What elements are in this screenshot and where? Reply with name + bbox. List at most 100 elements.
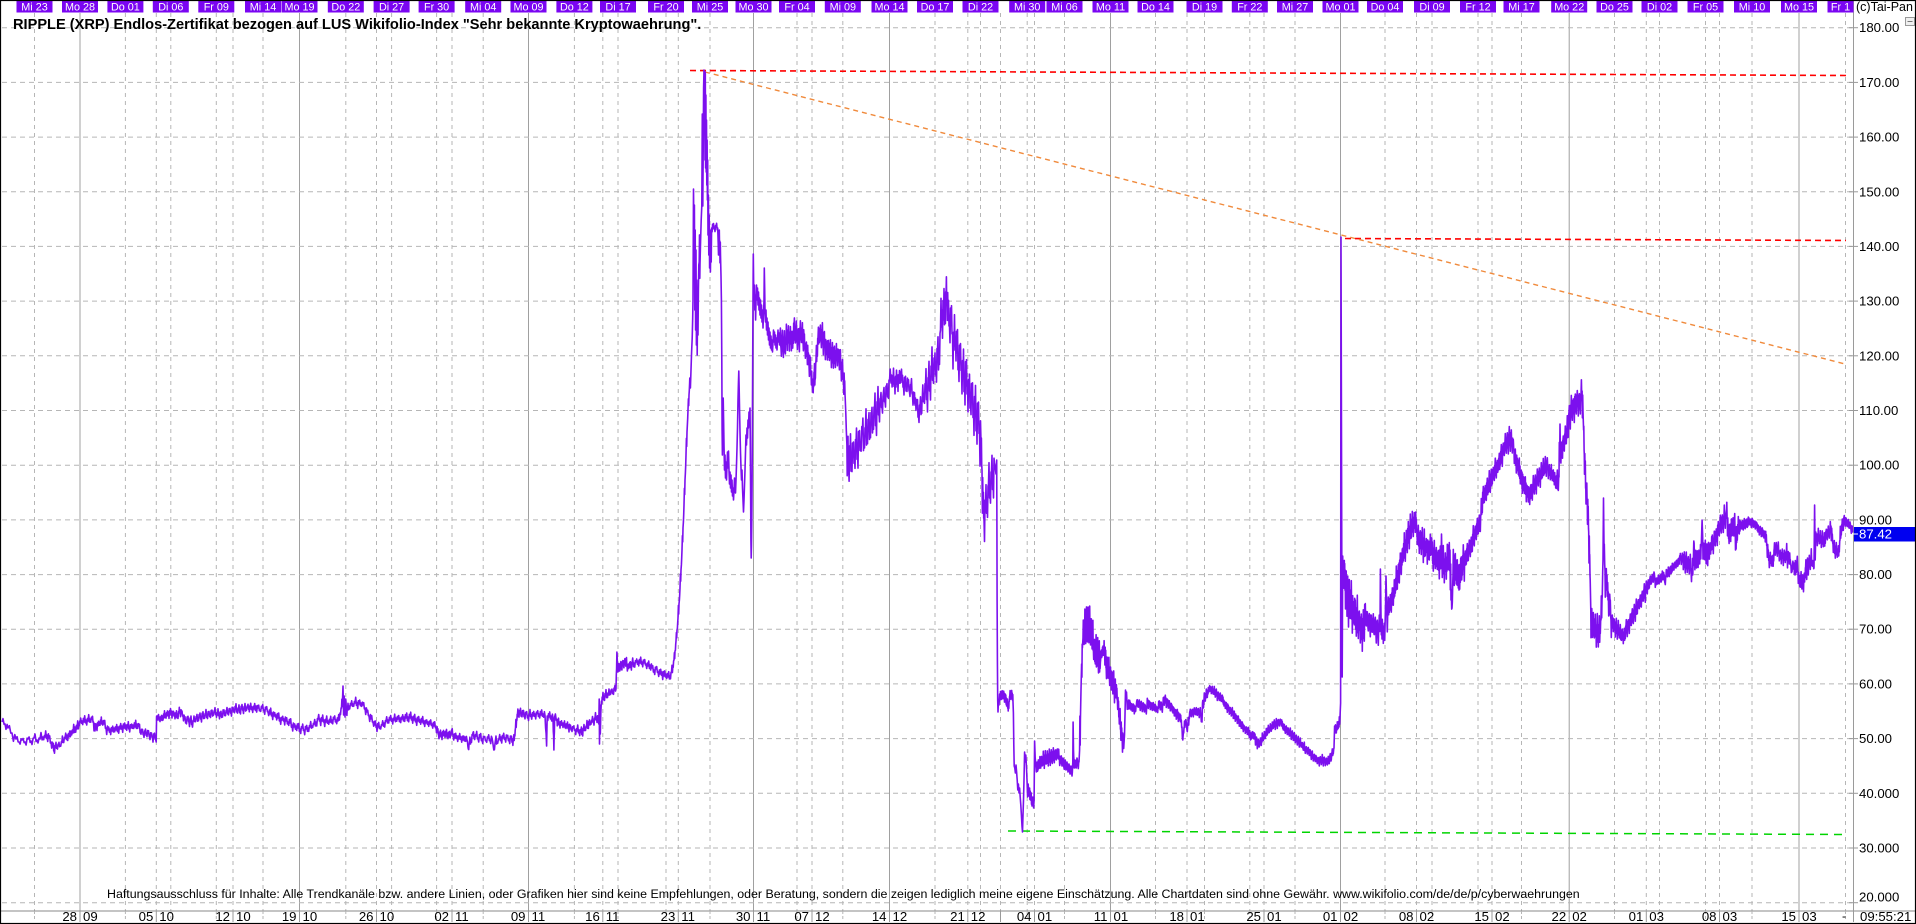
svg-text:150.00: 150.00 xyxy=(1859,184,1899,199)
svg-text:30.000: 30.000 xyxy=(1859,841,1899,856)
svg-text:Do 17: Do 17 xyxy=(921,1,950,13)
svg-text:80.00: 80.00 xyxy=(1859,567,1892,582)
svg-text:170.00: 170.00 xyxy=(1859,75,1899,90)
svg-text:Di 17: Di 17 xyxy=(605,1,630,13)
svg-text:Do 04: Do 04 xyxy=(1371,1,1400,13)
svg-text:Fr 05: Fr 05 xyxy=(1693,1,1718,13)
svg-text:Di 02: Di 02 xyxy=(1647,1,1672,13)
svg-text:40.000: 40.000 xyxy=(1859,786,1899,801)
svg-text:05: 05 xyxy=(139,909,154,924)
svg-text:Do 12: Do 12 xyxy=(560,1,589,13)
svg-text:01: 01 xyxy=(1114,909,1129,924)
svg-text:22: 22 xyxy=(1552,909,1567,924)
svg-text:09: 09 xyxy=(83,909,98,924)
svg-text:23: 23 xyxy=(661,909,676,924)
svg-text:Mo 15: Mo 15 xyxy=(1784,1,1814,13)
svg-text:Mi 30: Mi 30 xyxy=(1014,1,1040,13)
svg-text:02: 02 xyxy=(434,909,449,924)
svg-text:Fr 1: Fr 1 xyxy=(1831,1,1850,13)
svg-text:50.00: 50.00 xyxy=(1859,731,1892,746)
svg-text:02: 02 xyxy=(1572,909,1587,924)
svg-text:Do 14: Do 14 xyxy=(1141,1,1170,13)
svg-text:110.00: 110.00 xyxy=(1859,403,1898,418)
svg-text:Di 06: Di 06 xyxy=(158,1,183,13)
svg-text:Mi 10: Mi 10 xyxy=(1739,1,1765,13)
svg-text:08: 08 xyxy=(1399,909,1414,924)
svg-text:Do 01: Do 01 xyxy=(111,1,140,13)
svg-text:11: 11 xyxy=(757,909,771,924)
svg-text:12: 12 xyxy=(215,909,230,924)
svg-text:30: 30 xyxy=(736,909,751,924)
svg-text:Mi 04: Mi 04 xyxy=(470,1,496,13)
svg-text:Mi 14: Mi 14 xyxy=(250,1,276,13)
svg-text:11: 11 xyxy=(1094,909,1108,924)
svg-text:09: 09 xyxy=(511,909,526,924)
svg-text:90.00: 90.00 xyxy=(1859,512,1892,527)
svg-text:11: 11 xyxy=(606,909,620,924)
svg-text:180.00: 180.00 xyxy=(1859,20,1899,35)
svg-text:60.00: 60.00 xyxy=(1859,676,1892,691)
svg-text:Haftungsausschluss für Inhalte: Haftungsausschluss für Inhalte: Alle Tre… xyxy=(107,887,1580,901)
svg-text:03: 03 xyxy=(1802,909,1817,924)
svg-text:12: 12 xyxy=(815,909,830,924)
svg-text:Fr 30: Fr 30 xyxy=(424,1,449,13)
svg-text:Fr 22: Fr 22 xyxy=(1237,1,1262,13)
svg-text:21: 21 xyxy=(950,909,965,924)
svg-text:07: 07 xyxy=(794,909,809,924)
svg-text:Mo 01: Mo 01 xyxy=(1325,1,1355,13)
svg-text:16: 16 xyxy=(585,909,600,924)
svg-text:04: 04 xyxy=(1017,909,1032,924)
svg-text:01: 01 xyxy=(1323,909,1338,924)
svg-text:Di 27: Di 27 xyxy=(379,1,404,13)
svg-text:100.00: 100.00 xyxy=(1859,458,1899,473)
svg-text:02: 02 xyxy=(1344,909,1359,924)
svg-text:Mo 19: Mo 19 xyxy=(284,1,314,13)
svg-text:140.00: 140.00 xyxy=(1859,239,1899,254)
svg-text:11: 11 xyxy=(532,909,546,924)
svg-text:28: 28 xyxy=(62,909,77,924)
svg-text:Mo 30: Mo 30 xyxy=(738,1,768,13)
svg-text:Mi 06: Mi 06 xyxy=(1051,1,1077,13)
svg-text:10: 10 xyxy=(236,909,251,924)
svg-text:01: 01 xyxy=(1038,909,1053,924)
svg-text:01: 01 xyxy=(1190,909,1205,924)
svg-text:14: 14 xyxy=(872,909,887,924)
svg-text:130.00: 130.00 xyxy=(1859,294,1899,309)
svg-text:18: 18 xyxy=(1169,909,1184,924)
svg-text:87.42: 87.42 xyxy=(1859,527,1892,542)
svg-text:Di 22: Di 22 xyxy=(968,1,993,13)
svg-text:10: 10 xyxy=(159,909,174,924)
svg-text:09:55:21: 09:55:21 xyxy=(1860,909,1911,924)
svg-text:10: 10 xyxy=(303,909,318,924)
svg-text:19: 19 xyxy=(282,909,297,924)
svg-text:20.000: 20.000 xyxy=(1859,890,1899,905)
svg-text:02: 02 xyxy=(1495,909,1510,924)
svg-text:Fr 12: Fr 12 xyxy=(1465,1,1490,13)
svg-text:Mi 27: Mi 27 xyxy=(1282,1,1308,13)
svg-text:25: 25 xyxy=(1246,909,1261,924)
svg-text:03: 03 xyxy=(1723,909,1738,924)
svg-text:02: 02 xyxy=(1420,909,1435,924)
svg-text:160.00: 160.00 xyxy=(1859,130,1899,145)
svg-text:15: 15 xyxy=(1781,909,1796,924)
svg-text:Fr 20: Fr 20 xyxy=(653,1,678,13)
svg-text:Do 25: Do 25 xyxy=(1600,1,1629,13)
svg-text:11: 11 xyxy=(681,909,695,924)
svg-text:Mo 22: Mo 22 xyxy=(1554,1,1584,13)
svg-text:70.00: 70.00 xyxy=(1859,622,1892,637)
svg-text:26: 26 xyxy=(359,909,374,924)
svg-text:Di 19: Di 19 xyxy=(1192,1,1217,13)
svg-text:Di 09: Di 09 xyxy=(1419,1,1444,13)
svg-text:(c)Tai-Pan: (c)Tai-Pan xyxy=(1856,0,1913,14)
svg-text:03: 03 xyxy=(1649,909,1664,924)
svg-text:Mi 23: Mi 23 xyxy=(21,1,47,13)
svg-text:120.00: 120.00 xyxy=(1859,348,1899,363)
svg-text:Do 22: Do 22 xyxy=(331,1,360,13)
svg-text:Mi 09: Mi 09 xyxy=(830,1,856,13)
svg-text:Mi 17: Mi 17 xyxy=(1508,1,1534,13)
svg-text:Mo 28: Mo 28 xyxy=(65,1,95,13)
svg-text:Fr 09: Fr 09 xyxy=(204,1,229,13)
svg-text:12: 12 xyxy=(971,909,986,924)
svg-text:Mo 09: Mo 09 xyxy=(513,1,543,13)
svg-text:-: - xyxy=(1842,909,1846,923)
